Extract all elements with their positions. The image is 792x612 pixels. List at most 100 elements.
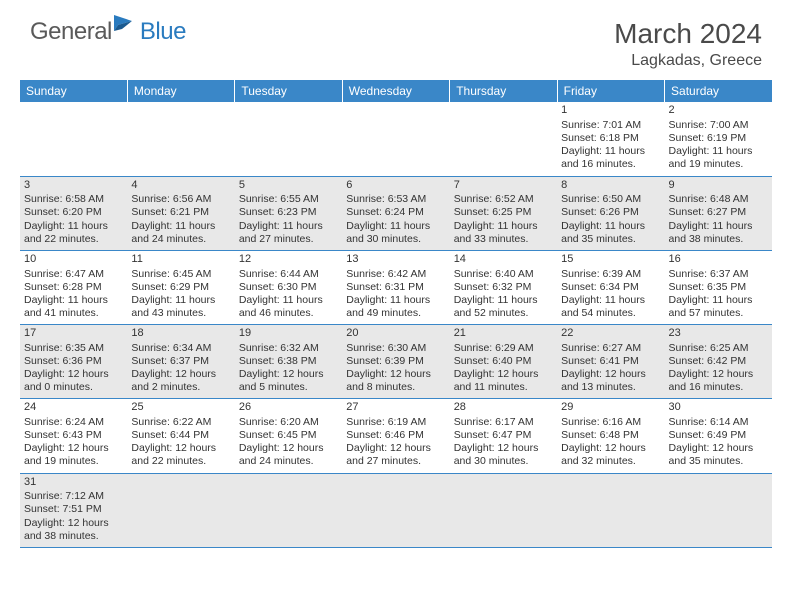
day-number: 22	[561, 327, 660, 341]
sunrise-text: Sunrise: 6:35 AM	[24, 342, 123, 355]
day-number: 19	[239, 327, 338, 341]
calendar-cell: 23Sunrise: 6:25 AMSunset: 6:42 PMDayligh…	[665, 325, 772, 399]
sunset-text: Sunset: 6:37 PM	[131, 355, 230, 368]
sunset-text: Sunset: 6:20 PM	[24, 206, 123, 219]
daylight-text: Daylight: 12 hours and 13 minutes.	[561, 368, 660, 394]
sunset-text: Sunset: 6:48 PM	[561, 429, 660, 442]
sunrise-text: Sunrise: 6:14 AM	[669, 416, 768, 429]
daylight-text: Daylight: 11 hours and 30 minutes.	[346, 220, 445, 246]
day-header: Thursday	[450, 80, 557, 102]
calendar-week: 17Sunrise: 6:35 AMSunset: 6:36 PMDayligh…	[20, 325, 772, 399]
sunset-text: Sunset: 6:31 PM	[346, 281, 445, 294]
sunset-text: Sunset: 7:51 PM	[24, 503, 123, 516]
day-number: 15	[561, 253, 660, 267]
sunset-text: Sunset: 6:41 PM	[561, 355, 660, 368]
sunrise-text: Sunrise: 6:58 AM	[24, 193, 123, 206]
calendar-cell: 21Sunrise: 6:29 AMSunset: 6:40 PMDayligh…	[450, 325, 557, 399]
day-number: 1	[561, 104, 660, 118]
calendar-cell	[127, 473, 234, 547]
calendar-cell: 31Sunrise: 7:12 AMSunset: 7:51 PMDayligh…	[20, 473, 127, 547]
calendar-cell: 20Sunrise: 6:30 AMSunset: 6:39 PMDayligh…	[342, 325, 449, 399]
calendar-cell: 11Sunrise: 6:45 AMSunset: 6:29 PMDayligh…	[127, 250, 234, 324]
day-number: 18	[131, 327, 230, 341]
daylight-text: Daylight: 11 hours and 38 minutes.	[669, 220, 768, 246]
calendar-cell	[450, 473, 557, 547]
sunrise-text: Sunrise: 6:19 AM	[346, 416, 445, 429]
sunrise-text: Sunrise: 6:47 AM	[24, 268, 123, 281]
daylight-text: Daylight: 11 hours and 16 minutes.	[561, 145, 660, 171]
sunset-text: Sunset: 6:34 PM	[561, 281, 660, 294]
calendar-cell: 17Sunrise: 6:35 AMSunset: 6:36 PMDayligh…	[20, 325, 127, 399]
calendar-cell	[450, 102, 557, 176]
calendar-cell: 7Sunrise: 6:52 AMSunset: 6:25 PMDaylight…	[450, 176, 557, 250]
day-header: Saturday	[665, 80, 772, 102]
header: General Blue March 2024 Lagkadas, Greece	[0, 0, 792, 74]
calendar-cell: 25Sunrise: 6:22 AMSunset: 6:44 PMDayligh…	[127, 399, 234, 473]
sunrise-text: Sunrise: 7:00 AM	[669, 119, 768, 132]
sunset-text: Sunset: 6:39 PM	[346, 355, 445, 368]
calendar-cell	[235, 102, 342, 176]
sunset-text: Sunset: 6:44 PM	[131, 429, 230, 442]
day-number: 7	[454, 179, 553, 193]
day-number: 25	[131, 401, 230, 415]
daylight-text: Daylight: 11 hours and 19 minutes.	[669, 145, 768, 171]
calendar-cell	[342, 473, 449, 547]
day-number: 6	[346, 179, 445, 193]
daylight-text: Daylight: 12 hours and 27 minutes.	[346, 442, 445, 468]
sunrise-text: Sunrise: 6:40 AM	[454, 268, 553, 281]
day-number: 16	[669, 253, 768, 267]
sunset-text: Sunset: 6:25 PM	[454, 206, 553, 219]
sunset-text: Sunset: 6:47 PM	[454, 429, 553, 442]
day-number: 28	[454, 401, 553, 415]
daylight-text: Daylight: 12 hours and 0 minutes.	[24, 368, 123, 394]
daylight-text: Daylight: 12 hours and 19 minutes.	[24, 442, 123, 468]
sunrise-text: Sunrise: 6:48 AM	[669, 193, 768, 206]
daylight-text: Daylight: 12 hours and 11 minutes.	[454, 368, 553, 394]
sunset-text: Sunset: 6:21 PM	[131, 206, 230, 219]
calendar-cell	[665, 473, 772, 547]
daylight-text: Daylight: 12 hours and 35 minutes.	[669, 442, 768, 468]
calendar-cell: 8Sunrise: 6:50 AMSunset: 6:26 PMDaylight…	[557, 176, 664, 250]
day-header: Sunday	[20, 80, 127, 102]
sunset-text: Sunset: 6:26 PM	[561, 206, 660, 219]
daylight-text: Daylight: 12 hours and 22 minutes.	[131, 442, 230, 468]
sunrise-text: Sunrise: 6:50 AM	[561, 193, 660, 206]
sunset-text: Sunset: 6:18 PM	[561, 132, 660, 145]
sunrise-text: Sunrise: 6:32 AM	[239, 342, 338, 355]
day-header: Friday	[557, 80, 664, 102]
sunset-text: Sunset: 6:36 PM	[24, 355, 123, 368]
daylight-text: Daylight: 11 hours and 43 minutes.	[131, 294, 230, 320]
calendar-cell: 12Sunrise: 6:44 AMSunset: 6:30 PMDayligh…	[235, 250, 342, 324]
sunrise-text: Sunrise: 6:53 AM	[346, 193, 445, 206]
calendar-cell: 4Sunrise: 6:56 AMSunset: 6:21 PMDaylight…	[127, 176, 234, 250]
sunrise-text: Sunrise: 6:34 AM	[131, 342, 230, 355]
day-header: Tuesday	[235, 80, 342, 102]
calendar-body: 1Sunrise: 7:01 AMSunset: 6:18 PMDaylight…	[20, 102, 772, 547]
daylight-text: Daylight: 11 hours and 24 minutes.	[131, 220, 230, 246]
calendar-cell: 30Sunrise: 6:14 AMSunset: 6:49 PMDayligh…	[665, 399, 772, 473]
calendar-week: 10Sunrise: 6:47 AMSunset: 6:28 PMDayligh…	[20, 250, 772, 324]
day-number: 11	[131, 253, 230, 267]
sunrise-text: Sunrise: 7:01 AM	[561, 119, 660, 132]
calendar-cell: 24Sunrise: 6:24 AMSunset: 6:43 PMDayligh…	[20, 399, 127, 473]
calendar-cell: 16Sunrise: 6:37 AMSunset: 6:35 PMDayligh…	[665, 250, 772, 324]
daylight-text: Daylight: 11 hours and 52 minutes.	[454, 294, 553, 320]
sunset-text: Sunset: 6:24 PM	[346, 206, 445, 219]
day-number: 14	[454, 253, 553, 267]
calendar-cell	[20, 102, 127, 176]
calendar-cell	[235, 473, 342, 547]
sunrise-text: Sunrise: 6:39 AM	[561, 268, 660, 281]
daylight-text: Daylight: 11 hours and 35 minutes.	[561, 220, 660, 246]
day-number: 3	[24, 179, 123, 193]
daylight-text: Daylight: 11 hours and 57 minutes.	[669, 294, 768, 320]
sunrise-text: Sunrise: 6:52 AM	[454, 193, 553, 206]
daylight-text: Daylight: 11 hours and 54 minutes.	[561, 294, 660, 320]
sunset-text: Sunset: 6:29 PM	[131, 281, 230, 294]
day-header: Wednesday	[342, 80, 449, 102]
calendar-cell: 26Sunrise: 6:20 AMSunset: 6:45 PMDayligh…	[235, 399, 342, 473]
daylight-text: Daylight: 11 hours and 27 minutes.	[239, 220, 338, 246]
day-number: 13	[346, 253, 445, 267]
day-of-week-row: SundayMondayTuesdayWednesdayThursdayFrid…	[20, 80, 772, 102]
logo: General Blue	[30, 18, 186, 46]
calendar-cell: 6Sunrise: 6:53 AMSunset: 6:24 PMDaylight…	[342, 176, 449, 250]
